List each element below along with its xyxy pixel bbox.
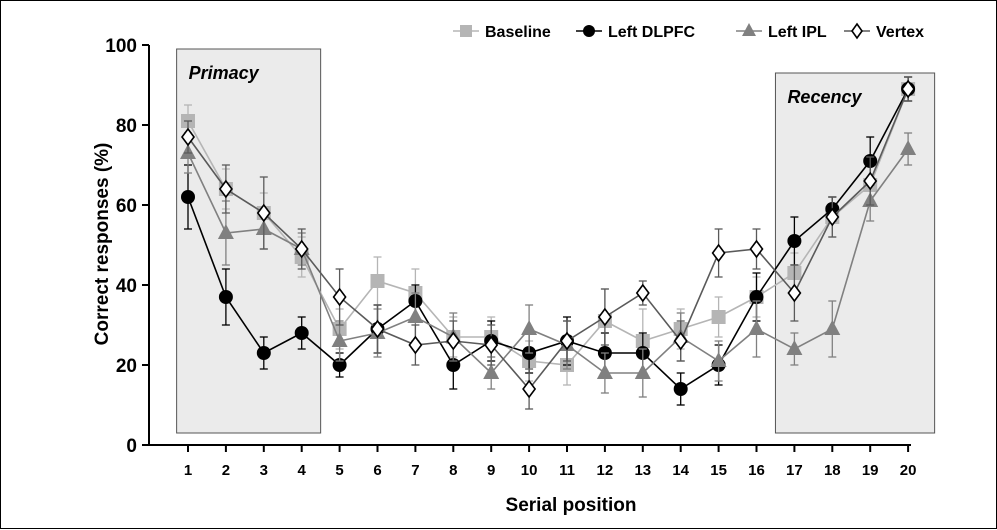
data-point-diamond xyxy=(852,24,862,38)
data-point-diamond xyxy=(409,337,421,353)
data-point-triangle xyxy=(521,320,537,335)
x-axis-label: Serial position xyxy=(506,495,637,516)
data-point-square xyxy=(712,310,726,324)
x-tick-label: 10 xyxy=(521,462,538,479)
legend-label: Left DLPFC xyxy=(608,24,696,41)
x-tick-label: 6 xyxy=(373,462,381,479)
legend: Baseline Left DLPFC Left IPL Vertex xyxy=(453,23,924,41)
data-point-circle xyxy=(257,346,271,360)
x-tick-label: 2 xyxy=(222,462,230,479)
data-point-square xyxy=(371,274,385,288)
data-point-triangle xyxy=(749,320,765,335)
data-point-triangle xyxy=(635,364,651,379)
data-point-circle xyxy=(295,326,309,340)
data-point-circle xyxy=(181,190,195,204)
y-tick-label: 40 xyxy=(116,276,137,297)
region-label-1: Primacy xyxy=(189,63,260,83)
data-point-circle xyxy=(583,25,595,37)
x-tick-label: 9 xyxy=(487,462,495,479)
y-tick-label: 60 xyxy=(116,196,137,217)
region-label-2: Recency xyxy=(787,87,862,107)
y-tick-label: 0 xyxy=(126,436,137,457)
x-tick-label: 14 xyxy=(672,462,689,479)
y-tick-label: 20 xyxy=(116,356,137,377)
x-tick-label: 16 xyxy=(748,462,765,479)
x-tick-label: 20 xyxy=(900,462,917,479)
y-tick-label: 80 xyxy=(116,116,137,137)
x-tick-label: 4 xyxy=(298,462,307,479)
x-tick-label: 13 xyxy=(634,462,651,479)
legend-label: Left IPL xyxy=(768,24,827,41)
x-tick-label: 3 xyxy=(260,462,268,479)
data-point-circle xyxy=(787,234,801,248)
x-tick-label: 15 xyxy=(710,462,727,479)
data-point-circle xyxy=(674,382,688,396)
x-tick-label: 19 xyxy=(862,462,879,479)
x-tick-label: 7 xyxy=(411,462,419,479)
data-point-triangle xyxy=(742,23,756,36)
data-point-triangle xyxy=(597,364,613,379)
data-point-square xyxy=(460,25,472,37)
y-tick-label: 100 xyxy=(105,36,137,57)
data-point-circle xyxy=(219,290,233,304)
x-tick-label: 8 xyxy=(449,462,457,479)
x-tick-label: 5 xyxy=(335,462,343,479)
x-tick-label: 11 xyxy=(559,462,575,479)
x-tick-label: 1 xyxy=(184,462,192,479)
y-axis-label: Correct responses (%) xyxy=(92,143,113,346)
region-box-1 xyxy=(177,49,321,433)
legend-label: Baseline xyxy=(485,24,551,41)
x-tick-label: 17 xyxy=(786,462,803,479)
data-point-diamond xyxy=(713,245,725,261)
x-tick-label: 18 xyxy=(824,462,841,479)
x-tick-label: 12 xyxy=(597,462,614,479)
legend-label: Vertex xyxy=(876,24,924,41)
